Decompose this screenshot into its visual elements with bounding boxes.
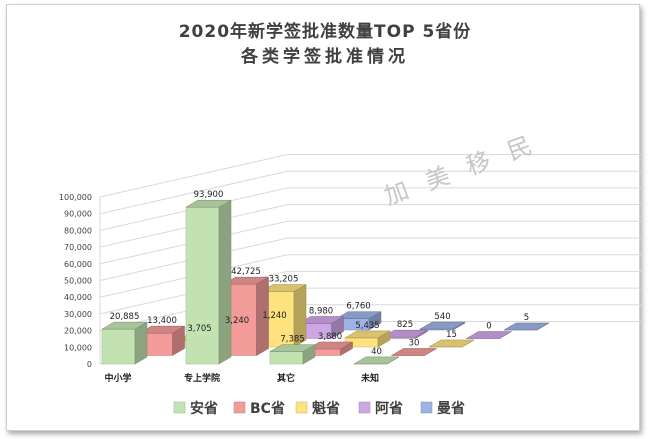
data-label: 825: [397, 320, 413, 330]
data-label: 42,725: [231, 267, 261, 277]
legend-label: 安省: [190, 400, 218, 417]
legend-label: 魁省: [312, 400, 340, 417]
data-label: 5,435: [355, 321, 379, 331]
bar-0-3: [353, 356, 400, 365]
x-axis-categories: 中小学 专上学院 其它 未知: [104, 372, 379, 384]
bar-4-3: [503, 322, 550, 331]
legend-item: 魁省: [295, 400, 340, 417]
legend-item: 安省: [173, 400, 218, 417]
data-labels: 1,240 6,760 540 5 3,240 8,980 825 0 3,705 33,205 5…: [110, 190, 530, 357]
data-label: 3,240: [225, 316, 249, 326]
data-label: 93,900: [194, 190, 224, 200]
data-label: 8,980: [309, 307, 333, 317]
y-tick-label: 0: [87, 360, 92, 369]
gridline: [99, 170, 644, 215]
y-tick-label: 100,000: [59, 193, 92, 202]
legend-swatch: [358, 401, 371, 414]
y-tick-label: 90,000: [64, 210, 92, 219]
watermark: 加 美 移 民: [380, 129, 541, 210]
y-tick-label: 10,000: [64, 343, 92, 352]
y-tick-label: 60,000: [64, 260, 92, 269]
gridline: [99, 237, 644, 281]
chart-bars: [101, 199, 550, 365]
bar-2-2: [344, 330, 391, 348]
gridline: [99, 254, 644, 298]
data-label: 7,385: [280, 335, 304, 345]
category-label: 中小学: [104, 372, 131, 384]
y-tick-label: 20,000: [64, 327, 92, 336]
gridline: [99, 270, 644, 315]
bar-4-2: [419, 321, 466, 331]
bar-3-3: [465, 331, 513, 339]
data-label: 1,240: [262, 311, 286, 321]
data-label: 20,885: [110, 312, 140, 322]
legend-label: 阿省: [375, 400, 403, 417]
y-tick-label: 30,000: [64, 310, 92, 319]
data-label: 3,705: [187, 324, 211, 334]
legend: 安省 BC省 魁省 阿省 曼省: [173, 400, 465, 417]
data-label: 13,400: [147, 316, 177, 326]
bar-0-2: [269, 344, 316, 365]
gridline: [99, 204, 644, 248]
bar-3-1: [297, 316, 345, 339]
gridline: [99, 220, 644, 265]
data-label: 6,760: [346, 302, 370, 312]
legend-label: 曼省: [437, 400, 465, 417]
legend-item: 阿省: [358, 400, 403, 417]
bar-1-0: [138, 325, 186, 356]
bar-2-3: [428, 339, 475, 348]
legend-item: BC省: [233, 400, 285, 417]
y-tick-label: 40,000: [64, 293, 92, 302]
legend-swatch: [233, 401, 246, 414]
data-label: 30: [409, 338, 420, 348]
data-label: 3,880: [318, 332, 342, 342]
legend-label: BC省: [250, 400, 285, 417]
data-label: 33,205: [269, 275, 299, 285]
data-label: 40: [371, 347, 382, 357]
bar-0-1: [185, 199, 232, 365]
gridline: [99, 154, 644, 198]
bar-1-3: [390, 348, 438, 356]
legend-swatch: [173, 401, 186, 414]
data-label: 5: [524, 313, 529, 323]
category-label: 其它: [277, 372, 295, 384]
y-axis-ticks: 0 10,000 20,000 30,000 40,000 50,000 60,000 70,…: [59, 193, 92, 369]
bar-0-0: [101, 321, 148, 365]
data-label: 540: [434, 312, 450, 322]
category-label: 专上学院: [184, 372, 220, 384]
y-tick-label: 50,000: [64, 277, 92, 286]
bar-4-1: [335, 311, 382, 331]
chart-subtitle: 各类学签批准情况: [241, 47, 409, 67]
category-label: 未知: [360, 372, 379, 384]
legend-item: 曼省: [420, 400, 465, 417]
legend-swatch: [420, 401, 433, 414]
gridline: [99, 187, 644, 231]
data-label: 15: [446, 330, 457, 340]
y-tick-label: 70,000: [64, 243, 92, 252]
legend-swatch: [295, 401, 308, 414]
data-label: 0: [486, 322, 491, 332]
chart-title: 2020年新学签批准数量TOP 5省份: [178, 22, 472, 42]
y-tick-label: 80,000: [64, 226, 92, 235]
